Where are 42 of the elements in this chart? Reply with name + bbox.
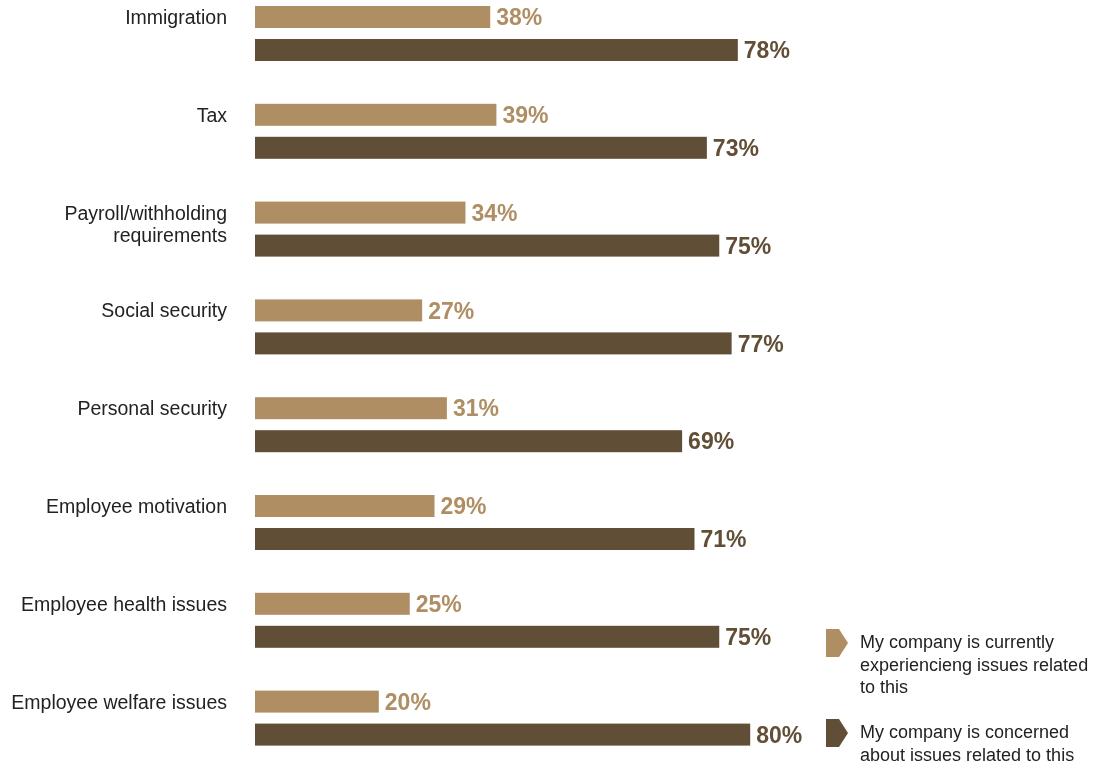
data-label: 69% [688,428,735,455]
bar [255,592,410,615]
y-tick-label: Payroll/withholding requirements [64,201,228,247]
bar [255,201,466,224]
data-label: 75% [725,232,772,259]
bar [255,690,379,713]
data-label: 77% [737,330,784,357]
bar [255,723,751,746]
data-label: 71% [700,526,747,553]
data-label: 80% [756,721,803,748]
data-label: 39% [502,102,549,129]
bar [255,528,695,550]
legend-label: My company is concerned about issues related to this [860,722,1075,764]
y-tick-label: Personal security [77,397,228,420]
legend-label: My company is currently experiencieng issues related to this [860,632,1089,698]
bar [255,397,447,420]
y-tick-label: Social security [101,299,228,322]
data-label: 78% [743,37,790,64]
y-tick-label: Employee motivation [45,495,227,518]
bar [255,332,732,355]
bar [255,495,435,517]
data-label: 73% [712,135,759,162]
data-label: 34% [471,199,518,226]
y-tick-label: Employee welfare issues [11,690,228,713]
y-tick-label: Employee health issues [21,592,228,615]
bar [255,39,738,61]
data-label: 38% [496,4,543,31]
bar [255,430,683,453]
data-label: 75% [725,624,772,651]
bar [255,136,707,159]
y-tick-label: Immigration [125,6,227,29]
data-label: 27% [428,297,475,324]
bar [255,299,423,322]
bar [255,103,497,126]
bar [255,625,720,648]
data-label: 20% [384,688,431,715]
data-label: 25% [415,591,462,618]
data-label: 29% [440,493,487,520]
bar [255,234,720,257]
data-label: 31% [452,395,499,422]
y-tick-label: Tax [196,103,228,126]
bar [255,6,491,28]
